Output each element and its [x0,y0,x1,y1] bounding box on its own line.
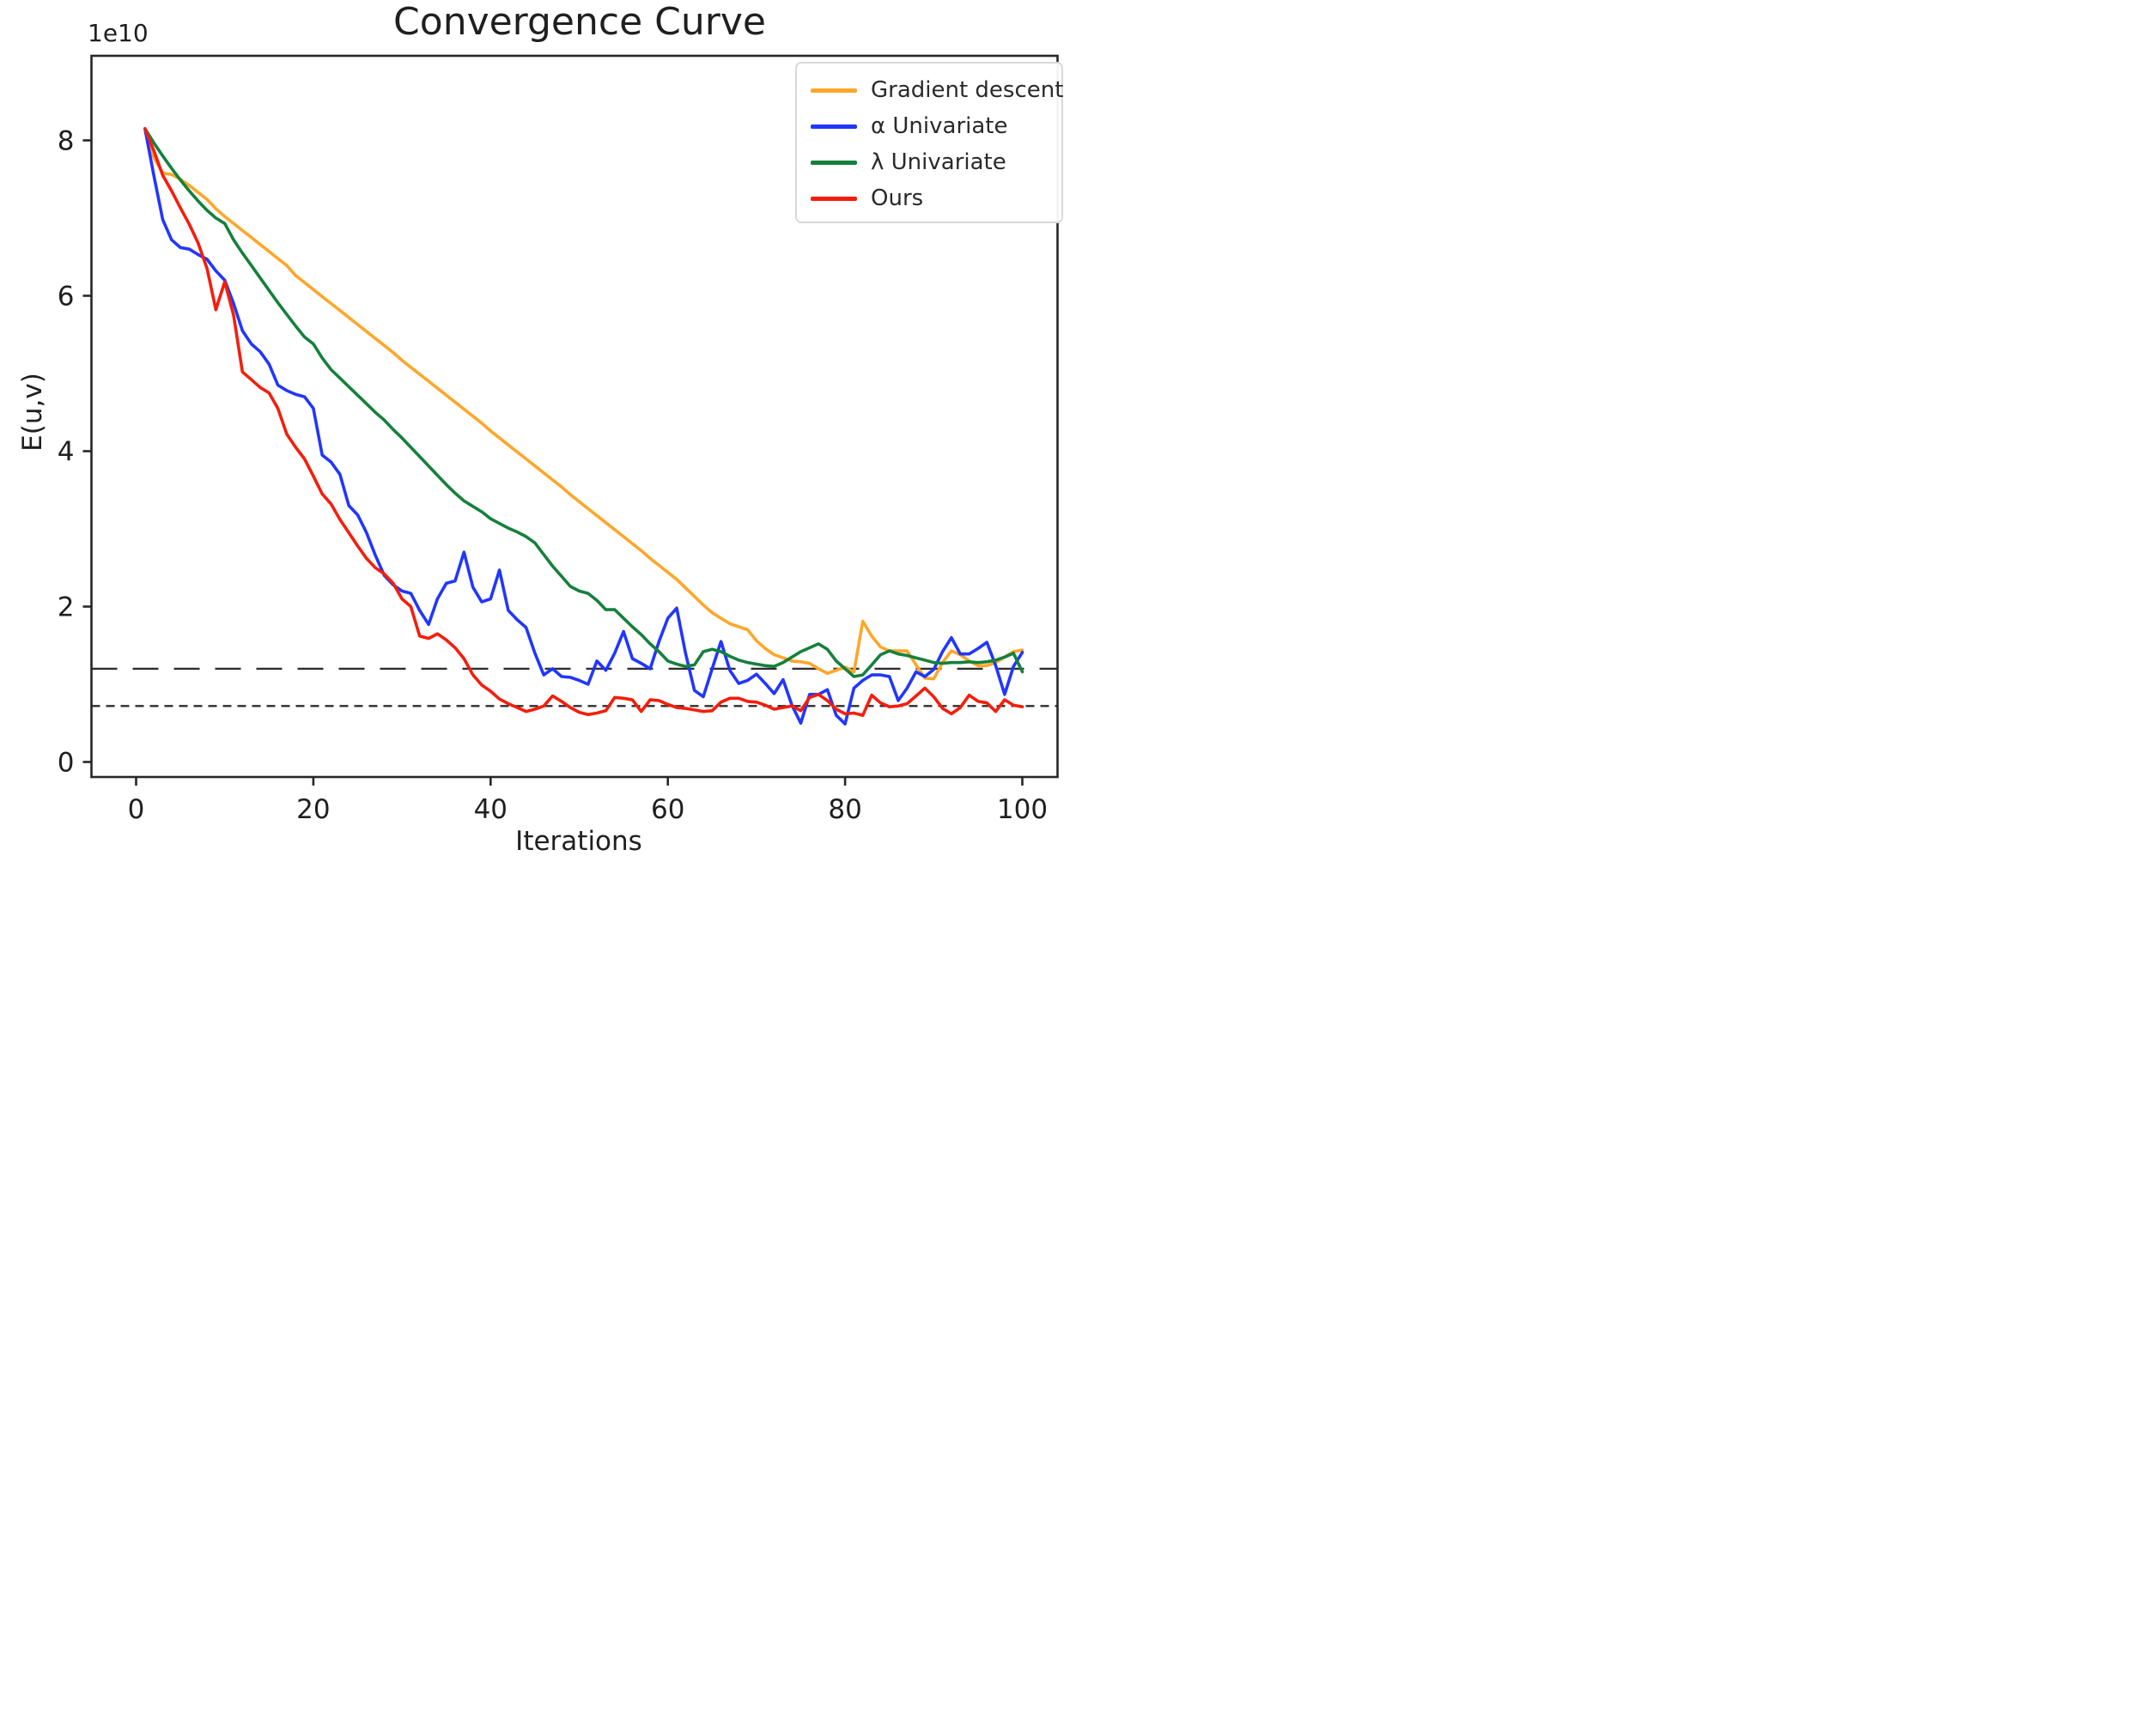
x-tick-label: 80 [828,794,861,825]
y-tick-label: 8 [58,126,75,157]
x-tick-label: 60 [651,794,684,825]
series-line-lambda_univariate [143,127,1024,678]
x-tick-label: 0 [128,794,145,825]
x-axis-label: Iterations [515,826,642,857]
legend-line-sample-alpha_univariate [811,124,857,129]
x-tick-label: 100 [997,794,1048,825]
y-tick-label: 6 [58,282,75,313]
x-tick-label: 20 [296,794,330,825]
legend-item-gradient_descent: Gradient descent [797,72,1064,108]
legend-item-alpha_univariate: α Univariate [797,108,1061,144]
series-line-ours [143,127,1024,718]
legend-item-ours: Ours [797,180,1061,216]
legend-label: Gradient descent [871,77,1064,103]
series-line-alpha_univariate [143,127,1024,726]
axes-spines [90,54,1059,779]
series-line-gradient_descent [143,127,1024,681]
legend-label: α Univariate [871,113,1008,139]
chart-title: Convergence Curve [393,0,766,44]
legend-label: Ours [871,185,924,211]
y-tick-label: 4 [58,437,75,468]
x-tick-label: 40 [474,794,508,825]
legend-line-sample-lambda_univariate [811,160,857,165]
plot-area: 0 20 40 60 80 100 0 2 4 6 8 [58,54,1059,825]
legend: Gradient descent α Univariate λ Univariate… [795,62,1063,223]
legend-line-sample-gradient_descent [811,88,857,93]
y-axis-offset-label: 1e10 [88,19,149,47]
y-tick-label: 0 [58,748,75,779]
y-tick-label: 2 [58,592,75,623]
legend-item-lambda_univariate: λ Univariate [797,144,1061,180]
convergence-curve-figure: 1e10 Convergence Curve 0 20 40 60 80 100 0 2 4 6 8… [0,0,1076,868]
legend-label: λ Univariate [871,149,1006,175]
y-axis-label: E(u,v) [17,373,48,452]
legend-line-sample-ours [811,196,857,201]
